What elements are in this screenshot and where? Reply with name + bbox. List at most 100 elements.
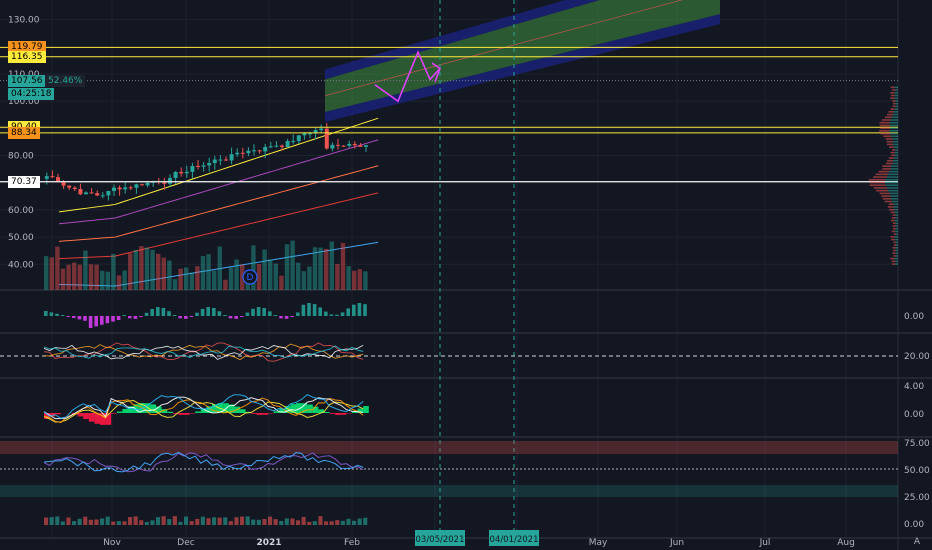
candle-body — [252, 150, 256, 152]
price-tick-label: 100.00 — [8, 97, 40, 107]
macd-bar — [195, 312, 199, 316]
volume-profile-bar-up — [893, 159, 898, 162]
rsi-volume-bar — [335, 520, 340, 525]
candle-body — [100, 195, 105, 197]
oscillator-fill — [200, 408, 207, 413]
volume-profile-bar-down — [873, 187, 888, 189]
volume-bar — [189, 272, 194, 290]
oscillator-fill — [352, 411, 358, 413]
oscillator-fill — [44, 413, 50, 419]
volume-profile-bar-down — [892, 214, 896, 216]
candle-body — [89, 192, 94, 194]
rsi-volume-bar — [251, 519, 256, 525]
volume-profile-bar-up — [895, 225, 898, 227]
volume-profile-bar-up — [895, 263, 898, 265]
candle-body — [336, 144, 340, 146]
volume-profile-bar-down — [893, 244, 897, 246]
volume-bar — [256, 264, 262, 290]
volume-profile-bar-down — [890, 86, 895, 89]
macd-bar — [128, 316, 132, 319]
volume-profile-bar-up — [895, 105, 898, 108]
macd-bar — [251, 308, 255, 316]
rsi-volume-bar — [346, 518, 351, 525]
volume-profile-bar-down — [893, 241, 896, 244]
rsi-tick-label: 0.00 — [904, 520, 924, 530]
macd-bar — [44, 311, 48, 316]
rsi-volume-bar — [144, 521, 149, 525]
rsi-volume-bar — [100, 518, 105, 525]
macd-bar — [245, 312, 250, 316]
rsi-volume-bar — [234, 517, 239, 525]
volume-profile-bar-up — [885, 184, 898, 187]
countdown-badge: 04:25:18 — [8, 87, 55, 100]
volume-bar — [55, 246, 60, 290]
volume-profile-bar-up — [894, 151, 898, 154]
macd-bar — [256, 307, 261, 316]
volume-profile-bar-down — [892, 252, 896, 254]
macd-bar — [234, 316, 238, 319]
volume-profile-bar-down — [891, 260, 896, 263]
macd-bar — [307, 303, 311, 316]
volume-profile-bar-up — [895, 217, 898, 219]
candle-body — [117, 187, 122, 190]
level-badge-4: 70.37 — [8, 175, 40, 188]
oscillator-fill — [116, 411, 123, 413]
dividend-marker-label: D — [247, 273, 254, 283]
volume-profile-bar-up — [893, 111, 898, 113]
volume-profile-bar-up — [888, 189, 898, 192]
rsi-volume-bar — [363, 517, 368, 525]
volume-bar — [212, 270, 217, 290]
volume-profile-bar-up — [894, 154, 898, 157]
rsi-volume-bar — [88, 519, 93, 525]
macd-bar — [161, 307, 166, 316]
adx-line-1 — [43, 343, 364, 361]
candle-body — [235, 152, 240, 155]
volume-bar — [223, 279, 228, 290]
candle-body — [212, 159, 217, 164]
volume-bar — [144, 247, 150, 290]
time-axis-label: 2021 — [256, 538, 281, 548]
volume-profile-bar-up — [895, 222, 898, 225]
candle-body — [296, 135, 301, 141]
volume-bar — [100, 270, 105, 290]
rsi-volume-bar — [312, 521, 317, 525]
rsi-volume-bar — [352, 520, 357, 525]
macd-bar — [273, 315, 278, 316]
volume-bar — [161, 257, 166, 290]
rsi-volume-bar — [279, 520, 284, 525]
oscillator-fill — [100, 413, 106, 425]
oscillator-fill — [296, 403, 302, 413]
candle-body — [319, 128, 324, 131]
rsi-volume-bar — [60, 521, 65, 525]
volume-profile-bar-down — [890, 219, 895, 222]
auto-scale-button[interactable]: A — [914, 537, 921, 547]
volume-profile-bar-down — [891, 154, 895, 157]
candle-body — [313, 130, 318, 134]
candle-body — [196, 165, 200, 167]
volume-profile-bar-up — [895, 230, 898, 233]
rsi-volume-bar — [256, 519, 261, 525]
volume-bar — [251, 245, 256, 290]
volume-profile-bar-up — [892, 116, 898, 119]
oscillator-fill — [318, 409, 324, 413]
volume-profile-bar-up — [887, 187, 898, 189]
macd-bar — [212, 307, 216, 316]
highlighted-date-bg-1 — [489, 530, 539, 546]
candle-body — [246, 150, 251, 154]
volume-bar — [301, 271, 306, 290]
change-percent-badge: 52.46% — [45, 74, 86, 87]
adx-tick-label: 20.00 — [904, 352, 930, 362]
dividend-marker — [242, 269, 258, 285]
volume-profile-bar-up — [894, 97, 898, 100]
volume-profile-bar-down — [879, 192, 890, 195]
volume-profile-bar-down — [880, 132, 891, 135]
price-tick-label: 50.00 — [8, 233, 34, 243]
oscillator-fill — [128, 406, 134, 413]
ma-100-line — [58, 165, 379, 242]
rsi-volume-bar — [301, 516, 306, 525]
volume-profile-bar-up — [885, 181, 898, 184]
volume-profile-bar-down — [893, 255, 897, 257]
volume-bar — [363, 271, 368, 290]
volume-profile-bar-up — [895, 246, 898, 249]
